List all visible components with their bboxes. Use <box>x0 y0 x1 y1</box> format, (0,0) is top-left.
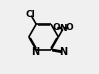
Text: N: N <box>31 47 39 57</box>
Text: N: N <box>59 24 67 33</box>
Text: O: O <box>52 23 60 32</box>
Text: N: N <box>59 47 67 57</box>
Text: O: O <box>66 23 74 32</box>
Text: Cl: Cl <box>26 10 36 19</box>
